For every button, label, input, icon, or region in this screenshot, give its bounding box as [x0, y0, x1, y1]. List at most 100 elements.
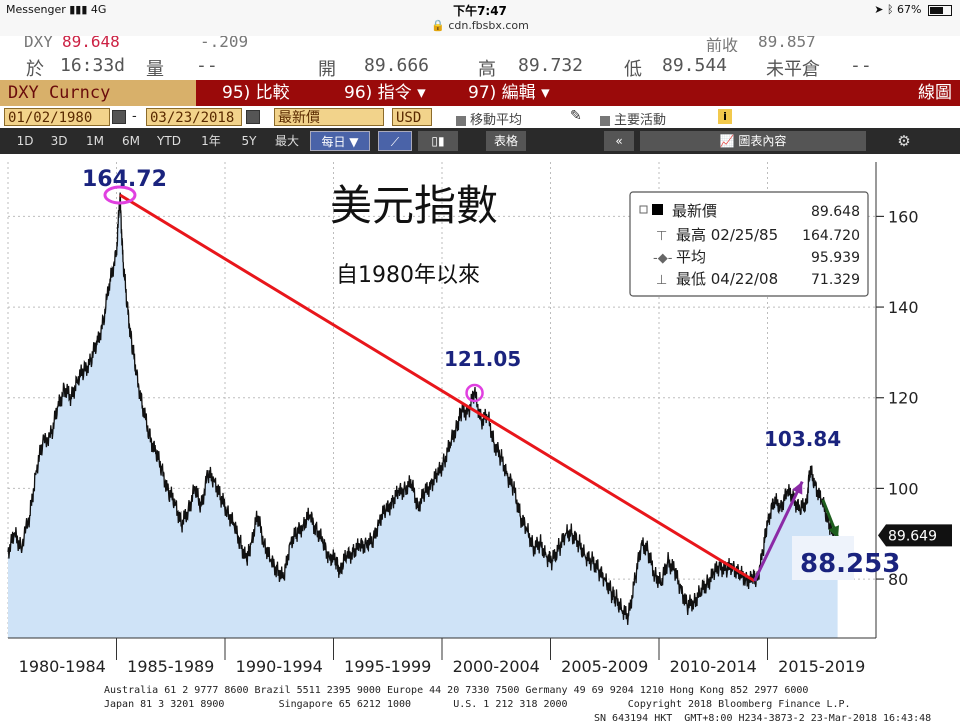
high-2017-label: 103.84	[764, 427, 841, 451]
range-1m[interactable]: 1M	[86, 134, 104, 148]
url-text: cdn.fbsbx.com	[448, 19, 529, 32]
field-select[interactable]: 最新價	[274, 108, 384, 126]
fall-arrow-head	[828, 525, 839, 539]
commands-menu[interactable]: 96) 指令 ▾	[344, 83, 426, 103]
legend: 最新價 89.648 ⊤ 最高 02/25/85 164.720 -◆- 平均 …	[629, 191, 869, 297]
bluetooth-icon: ᛒ	[886, 3, 894, 16]
price-change: -.209	[200, 36, 249, 51]
legend-title-value: 89.648	[811, 204, 860, 220]
peak-1985-marker	[103, 185, 137, 205]
x-tick-label: 2000-2004	[453, 657, 540, 676]
security-field[interactable]: DXY Curncy	[0, 80, 196, 106]
series-line	[7, 192, 838, 625]
events-toggle[interactable]: 主要活動	[600, 109, 666, 128]
dxy-chart: 80 100 120 140 160 1980-1984 1985-1989 1990-19…	[0, 154, 960, 684]
open-interest-label: 未平倉	[766, 59, 820, 80]
time-label: 於	[26, 59, 44, 80]
end-date-input[interactable]: 03/23/2018	[146, 108, 242, 126]
low-value: 89.544	[662, 55, 728, 76]
quote-row-details: 於 16:33d 量 -- 開 89.666 高 89.732 低 89.544…	[0, 52, 960, 80]
open-label: 開	[318, 59, 336, 80]
last-price-tag: 89.649	[878, 524, 952, 547]
last-price: 89.648	[62, 36, 120, 51]
checkbox-icon	[456, 115, 466, 126]
range-max[interactable]: 最大	[274, 134, 299, 148]
candlestick-icon[interactable]: ▯▮	[418, 131, 458, 151]
quote-time: 16:33d	[60, 55, 126, 76]
status-bar: Messenger ▮▮▮ 4G 下午7:47 🔒 cdn.fbsbx.com …	[0, 0, 960, 37]
chart-content-button[interactable]: 📈 圖表內容	[640, 131, 866, 151]
range-6m[interactable]: 6M	[122, 134, 140, 148]
last-price-tag-text: 89.649	[888, 528, 937, 544]
x-tick-label: 1990-1994	[236, 657, 323, 676]
prev-close-label: 前收	[706, 36, 739, 52]
status-left: Messenger ▮▮▮ 4G	[6, 3, 106, 16]
pencil-icon[interactable]: ✎	[570, 108, 582, 124]
peak-1985-label: 164.72	[82, 167, 167, 192]
peak-markers	[103, 185, 484, 403]
footer-line-2: Japan 81 3 3201 8900 Singapore 65 6212 1…	[104, 699, 851, 710]
chart-toolbar: 1D 3D 1M 6M YTD 1年 5Y 最大 每日 ▼ ⟋ ▯▮ 表格 « …	[0, 128, 960, 154]
network-type: 4G	[90, 3, 107, 16]
date-bar: 01/02/1980 - 03/23/2018 最新價 USD 移動平均 ✎ 主…	[0, 106, 960, 128]
battery-percent: 67%	[897, 3, 922, 16]
trend-arrows	[753, 480, 840, 582]
url-bar[interactable]: 🔒 cdn.fbsbx.com	[0, 19, 960, 32]
x-tick-label: 2010-2014	[670, 657, 757, 676]
legend-high-label: 最高 02/25/85	[676, 226, 778, 244]
view-type[interactable]: 線圖	[918, 83, 952, 103]
x-tick-label: 1995-1999	[344, 657, 431, 676]
range-1d[interactable]: 1D	[16, 134, 34, 148]
legend-low-label: 最低 04/22/08	[676, 270, 778, 288]
x-axis: 1980-1984 1985-1989 1990-1994 1995-1999 2000…	[8, 637, 876, 676]
footer-line-1: Australia 61 2 9777 8600 Brazil 5511 239…	[104, 685, 809, 696]
legend-high-icon: ⊤	[656, 229, 667, 244]
moving-average-toggle[interactable]: 移動平均	[456, 109, 522, 128]
settings-icon[interactable]: ⚙	[897, 132, 911, 150]
range-1y[interactable]: 1年	[201, 134, 221, 148]
checkbox-icon	[600, 115, 610, 126]
high-label: 高	[478, 59, 496, 80]
footer-line-3: SN 643194 HKT GMT+8:00 H234-3873-2 23-Ma…	[594, 713, 932, 724]
period-select[interactable]: 每日 ▼	[310, 131, 370, 151]
x-tick-label: 1980-1984	[19, 657, 106, 676]
signal-icon: ▮▮▮	[69, 3, 88, 16]
y-tick-label: 140	[888, 298, 919, 317]
chart-subtitle: 自1980年以來	[336, 263, 480, 288]
calendar-icon[interactable]	[246, 110, 260, 124]
info-icon[interactable]: i	[718, 109, 732, 124]
open-value: 89.666	[364, 55, 430, 76]
prev-close-value: 89.857	[758, 36, 816, 51]
chart-icon: 📈	[719, 134, 739, 148]
calendar-icon[interactable]	[112, 110, 126, 124]
volume-label: 量	[146, 59, 164, 80]
table-button[interactable]: 表格	[486, 131, 526, 151]
range-5y[interactable]: 5Y	[241, 134, 257, 148]
low-label-background	[792, 536, 854, 580]
y-tick-label: 160	[888, 207, 919, 226]
legend-average-icon: -◆-	[653, 251, 673, 266]
start-date-input[interactable]: 01/02/1980	[4, 108, 110, 126]
footer-contacts: Australia 61 2 9777 8600 Brazil 5511 239…	[104, 684, 931, 726]
date-separator: -	[132, 109, 137, 124]
compare-menu[interactable]: 95) 比較	[222, 83, 290, 103]
collapse-button[interactable]: «	[604, 131, 634, 151]
chart-content-label: 圖表內容	[738, 134, 787, 148]
low-2014-label: 88.253	[800, 549, 900, 579]
status-right: ➤ ᛒ 67%	[874, 3, 952, 16]
command-bar: DXY Curncy 95) 比較 96) 指令 ▾ 97) 編輯 ▾ 線圖	[0, 80, 960, 106]
currency-select[interactable]: USD	[392, 108, 432, 126]
moving-average-label: 移動平均	[470, 113, 523, 128]
y-tick-label: 80	[888, 570, 908, 589]
rise-arrow-head	[792, 481, 803, 495]
y-axis: 80 100 120 140 160	[875, 162, 919, 638]
clock: 下午7:47	[453, 4, 507, 18]
edit-menu[interactable]: 97) 編輯 ▾	[468, 83, 550, 103]
range-ytd[interactable]: YTD	[157, 134, 181, 148]
range-3d[interactable]: 3D	[50, 134, 68, 148]
x-tick-label: 2015-2019	[778, 657, 865, 676]
ticker-short: DXY	[24, 36, 53, 51]
series-area	[8, 192, 838, 638]
line-chart-icon[interactable]: ⟋	[378, 131, 412, 151]
high-value: 89.732	[518, 55, 584, 76]
